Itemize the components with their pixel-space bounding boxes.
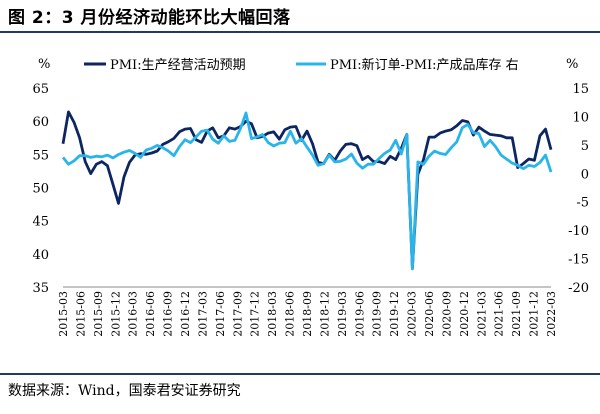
right-tick-label: 10 — [572, 110, 589, 125]
x-tick-label: 2015-09 — [92, 291, 105, 337]
x-tick-label: 2016-06 — [144, 291, 157, 337]
right-tick-label: -15 — [568, 253, 589, 268]
chart-legend: PMI:生产经营活动预期 PMI:新订单-PMI:产成品库存 右 — [84, 57, 519, 73]
right-tick-label: 0 — [581, 167, 589, 182]
left-tick-label: 55 — [32, 148, 49, 163]
x-tick-label: 2020-12 — [458, 291, 471, 337]
x-tick-label: 2016-09 — [162, 291, 175, 337]
legend-label-production: PMI:生产经营活动预期 — [110, 58, 246, 73]
x-tick-label: 2017-06 — [214, 291, 227, 337]
chart-axes: % % 35 40 45 50 55 60 65 -20 -15 -10 -5 0 5 10 15 2015-03… — [32, 57, 589, 337]
left-tick-label: 35 — [32, 281, 49, 296]
line-chart: % % 35 40 45 50 55 60 65 -20 -15 -10 -5 0 5 10 15 2015-03… — [32, 57, 589, 337]
left-tick-label: 50 — [32, 182, 49, 197]
x-tick-label: 2015-12 — [109, 291, 122, 337]
right-tick-label: -20 — [568, 281, 589, 296]
legend-label-neworder: PMI:新订单-PMI:产成品库存 右 — [330, 57, 519, 73]
right-tick-label: -5 — [576, 196, 589, 211]
left-axis-unit: % — [38, 57, 50, 72]
x-tick-label: 2021-12 — [528, 291, 541, 337]
x-tick-label: 2022-03 — [545, 291, 558, 337]
x-tick-label: 2020-06 — [423, 291, 436, 337]
x-tick-label: 2018-12 — [318, 291, 331, 337]
right-tick-label: -10 — [568, 224, 589, 239]
x-tick-label: 2017-03 — [196, 291, 209, 337]
left-tick-label: 65 — [32, 82, 49, 97]
left-tick-label: 45 — [32, 215, 49, 230]
page-title: 图 2：3 月份经济动能环比大幅回落 — [8, 8, 291, 28]
x-tick-label: 2019-12 — [388, 291, 401, 337]
x-tick-label: 2019-09 — [371, 291, 384, 337]
left-tick-label: 40 — [32, 248, 49, 263]
x-tick-label: 2019-03 — [336, 291, 349, 337]
x-tick-label: 2021-03 — [475, 291, 488, 337]
x-tick-label: 2018-06 — [284, 291, 297, 337]
x-tick-label: 2016-12 — [179, 291, 192, 337]
x-tick-label: 2016-03 — [127, 291, 140, 337]
x-tick-label: 2019-06 — [353, 291, 366, 337]
x-tick-label: 2020-09 — [440, 291, 453, 337]
chart-series-group — [61, 110, 553, 271]
series-line-production-expectation — [61, 110, 553, 270]
series-line-neworder-minus-inventory — [61, 111, 553, 271]
x-tick-label: 2015-06 — [74, 291, 87, 337]
source-note: 数据来源：Wind，国泰君安证券研究 — [8, 383, 241, 399]
x-tick-label: 2017-09 — [231, 291, 244, 337]
x-tick-label: 2021-09 — [510, 291, 523, 337]
right-tick-label: 5 — [581, 139, 589, 154]
right-tick-label: 15 — [572, 82, 589, 97]
x-tick-label: 2018-09 — [301, 291, 314, 337]
footer-divider — [0, 373, 600, 375]
x-tick-label: 2017-12 — [249, 291, 262, 337]
title-divider — [0, 31, 600, 33]
left-tick-label: 60 — [32, 115, 49, 130]
title-bar: 图 2：3 月份经济动能环比大幅回落 — [0, 0, 600, 34]
x-tick-label: 2021-06 — [493, 291, 506, 337]
x-tick-label: 2018-03 — [266, 291, 279, 337]
x-tick-label: 2015-03 — [57, 291, 70, 337]
right-axis-unit: % — [566, 57, 578, 72]
x-tick-label: 2020-03 — [406, 291, 419, 337]
